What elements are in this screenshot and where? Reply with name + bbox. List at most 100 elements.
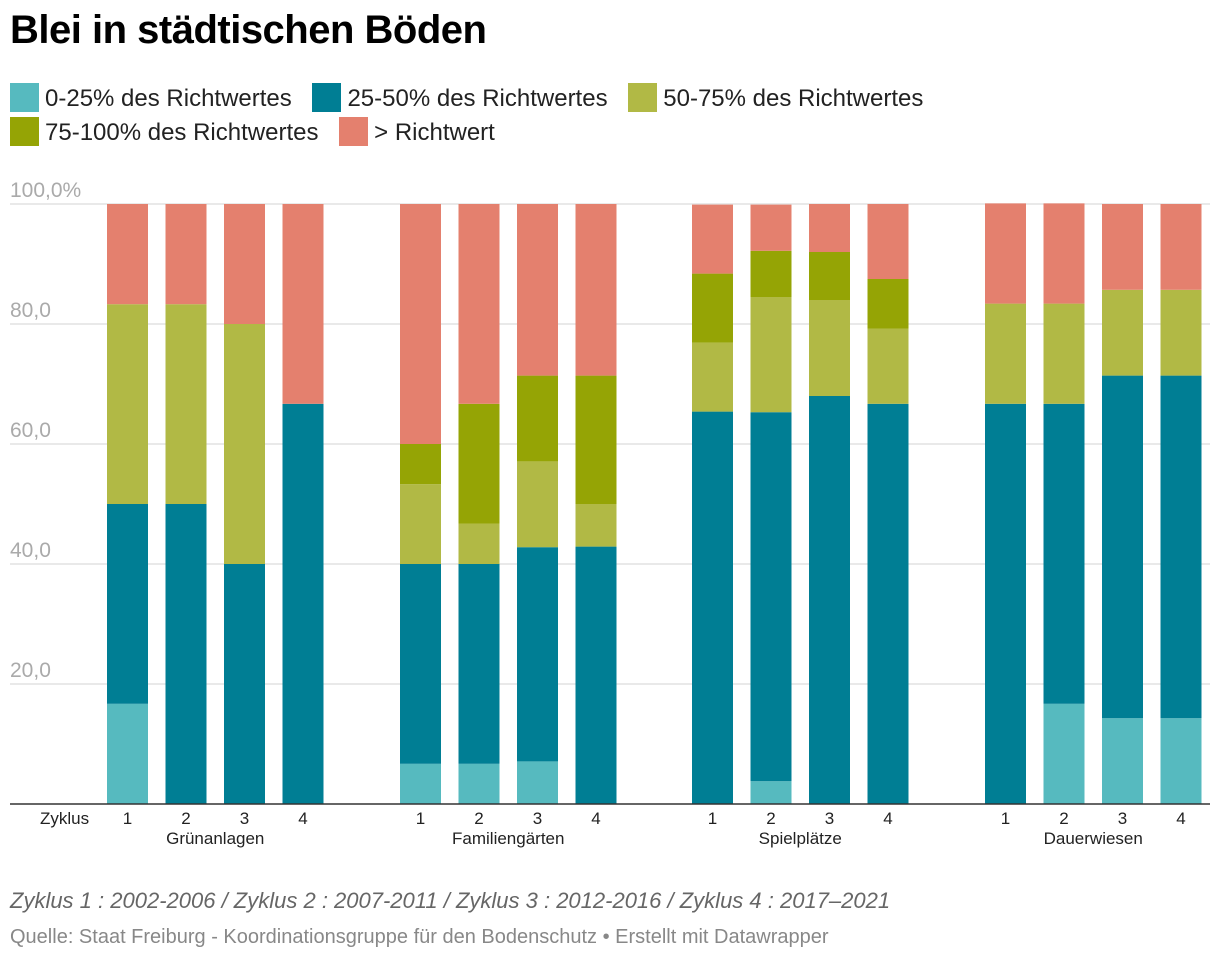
bar-segment [985, 303, 1026, 404]
legend-label: 25-50% des Richtwertes [347, 85, 608, 112]
legend-swatch [312, 83, 342, 112]
legend-label: > Richtwert [374, 119, 495, 146]
bar-segment [692, 342, 733, 412]
bar-segment [400, 204, 441, 444]
legend-swatch [628, 83, 658, 112]
y-tick-label: 100,0% [10, 180, 81, 202]
bar-segment [458, 564, 500, 764]
bar-segment [1102, 718, 1143, 804]
source-line: Quelle: Staat Freiburg - Koordinationsgr… [10, 926, 829, 948]
bar-segment [282, 403, 324, 804]
legend-item-50-75: 50-75% des Richtwertes [628, 82, 923, 116]
bar-segment [1043, 403, 1085, 704]
x-tick-label: 4 [298, 809, 307, 828]
bar-segment [1043, 703, 1085, 804]
stacked-bar-chart: 20,0 40,0 60,0 80,0 100,0% 1 2 3 4 Grünanlagen 1 2 3… [10, 180, 1210, 848]
bar-segment [1043, 303, 1085, 404]
x-tick-label: 3 [825, 809, 834, 828]
footnote: Zyklus 1 : 2002-2006 / Zyklus 2 : 2007-2… [10, 888, 891, 913]
x-tick-label: 1 [123, 809, 132, 828]
x-tick-label: 4 [883, 809, 892, 828]
legend: 0-25% des Richtwertes 25-50% des Richtwe… [10, 82, 1190, 150]
x-tick-label: 2 [766, 809, 775, 828]
bar-segment [575, 546, 617, 804]
bar-segment [692, 204, 733, 274]
bar-segment [224, 564, 265, 804]
x-tick-label: 2 [1059, 809, 1068, 828]
bar-segment [107, 304, 148, 504]
chart-title: Blei in städtischen Böden [10, 8, 487, 52]
legend-swatch [10, 83, 39, 112]
x-tick-label: 2 [181, 809, 190, 828]
bar-segment [809, 396, 850, 804]
bar-segment [750, 412, 792, 782]
bar-segment [458, 403, 500, 524]
bar-segment [517, 547, 558, 762]
group-label: Spielplätze [759, 829, 842, 848]
bar-segment [458, 523, 500, 564]
group-label: Dauerwiesen [1044, 829, 1143, 848]
bar-segment [400, 763, 441, 804]
bar-segment [165, 304, 207, 504]
group-label: Familiengärten [452, 829, 564, 848]
bar-segment [985, 403, 1026, 804]
bar-segment [458, 763, 500, 804]
x-tick-label: 1 [416, 809, 425, 828]
y-tick-label: 60,0 [10, 419, 51, 442]
x-tick-label: 4 [1176, 809, 1185, 828]
bar-segment [867, 403, 909, 804]
legend-item-25-50: 25-50% des Richtwertes [312, 82, 608, 116]
x-tick-label: 2 [474, 809, 483, 828]
x-axis-prefix-label: Zyklus [40, 809, 89, 828]
bar-segment [809, 252, 850, 300]
bar-segment [575, 204, 617, 376]
legend-swatch [10, 117, 39, 146]
bar-segment [165, 504, 207, 804]
bar-segment [750, 781, 792, 804]
bar-segment [867, 328, 909, 404]
bar-segment [400, 444, 441, 485]
bar-segment [107, 703, 148, 804]
bar-segment [1160, 289, 1202, 376]
legend-swatch [339, 117, 369, 146]
bar-segment [1160, 204, 1202, 290]
bar-segment [458, 204, 500, 404]
bar-segment [692, 411, 733, 804]
bar-segment [517, 375, 558, 462]
bar-segment [692, 273, 733, 343]
legend-item-over: > Richtwert [339, 116, 495, 150]
bar-segment [1160, 375, 1202, 719]
bar-segment [1102, 375, 1143, 719]
bar-segment [517, 204, 558, 376]
bar-segment [224, 324, 265, 564]
group-label: Grünanlagen [166, 829, 264, 848]
bar-segment [575, 375, 617, 504]
bar-segment [517, 761, 558, 804]
legend-label: 50-75% des Richtwertes [663, 85, 924, 112]
x-tick-label: 3 [240, 809, 249, 828]
bar-segment [985, 203, 1026, 304]
bar-segment [165, 204, 207, 305]
legend-item-75-100: 75-100% des Richtwertes [10, 116, 318, 150]
bar-segment [750, 250, 792, 297]
bar-segment [1102, 289, 1143, 376]
bar-segment [750, 297, 792, 413]
legend-label: 0-25% des Richtwertes [45, 85, 292, 112]
x-tick-label: 4 [591, 809, 600, 828]
y-tick-label: 20,0 [10, 659, 51, 682]
bar-segment [1043, 203, 1085, 304]
bar-segment [750, 204, 792, 251]
bar-segment [867, 279, 909, 329]
bar-segment [575, 504, 617, 547]
x-tick-label: 1 [1001, 809, 1010, 828]
bar-segment [107, 504, 148, 704]
x-tick-label: 3 [533, 809, 542, 828]
legend-item-0-25: 0-25% des Richtwertes [10, 82, 292, 116]
bar-segment [809, 204, 850, 252]
legend-label: 75-100% des Richtwertes [45, 119, 319, 146]
bar-segment [282, 204, 324, 404]
bar-segment [1160, 718, 1202, 804]
bar-segment [400, 564, 441, 764]
x-tick-label: 3 [1118, 809, 1127, 828]
y-tick-label: 40,0 [10, 539, 51, 562]
